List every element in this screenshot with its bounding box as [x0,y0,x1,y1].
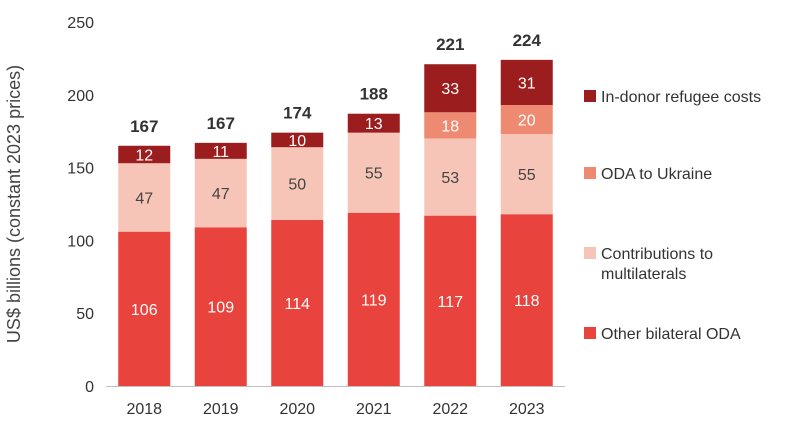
bars: 106 47 12 167 109 47 11 167 114 50 10 174 119 55 13 188… [118,31,553,386]
bar-segment [500,214,553,386]
bar-total-label: 188 [360,85,388,104]
x-tick-label: 2020 [279,401,315,418]
bar-segment [347,132,400,213]
x-tick-label: 2023 [509,401,545,418]
bar-segment-label: 55 [365,166,383,183]
legend-label: In-donor refugee costs [601,89,761,106]
x-axis-ticks: 2018 2019 2020 2021 2022 2023 [126,401,544,418]
bar-segment [118,145,171,164]
bar-segment-label: 31 [518,75,536,92]
bar-segment-label: 119 [361,292,387,309]
x-tick-label: 2018 [126,401,162,418]
x-tick-label: 2021 [356,401,392,418]
bar-segment [271,220,324,386]
bar-segment-label: 53 [441,170,459,187]
bar-stack-2019: 109 47 11 167 [194,114,247,386]
legend-swatch [584,247,596,259]
y-tick-label: 100 [67,233,94,250]
bar-segment [194,142,247,159]
bar-stack-2023: 118 55 20 31 224 [500,31,553,386]
y-axis-ticks: 0 50 100 150 200 250 [67,15,94,396]
bar-segment-label: 118 [514,293,540,310]
bar-stack-2020: 114 50 10 174 [271,104,324,386]
y-tick-label: 50 [76,306,94,323]
bar-segment-label: 18 [441,118,459,135]
bar-segment [194,227,247,386]
bar-segment-label: 109 [207,300,234,317]
bar-segment [424,64,477,113]
bar-segment-label: 12 [135,147,153,164]
bar-segment [424,138,477,216]
bar-segment [271,147,324,221]
x-tick-label: 2019 [203,401,239,418]
bar-total-label: 167 [130,117,158,136]
bar-total-label: 174 [283,104,312,123]
bar-segment [500,134,553,215]
bar-segment-label: 47 [212,186,230,203]
bar-stack-2021: 119 55 13 188 [347,85,400,386]
bar-total-label: 167 [207,114,235,133]
legend-swatch [584,327,596,339]
y-axis-title-text: US$ billions (constant 2023 prices) [4,65,24,343]
legend-label: ODA to Ukraine [601,166,712,183]
bar-stack-2022: 117 53 18 33 221 [424,35,477,386]
bar-stack-2018: 106 47 12 167 [118,117,171,386]
legend-swatch [584,167,596,179]
bar-segment [347,113,400,133]
bar-segment [424,112,477,139]
bar-segment [271,132,324,148]
legend: In-donor refugee costs ODA to Ukraine Cont… [584,89,761,343]
bar-total-label: 221 [436,35,464,54]
bar-segment [194,158,247,228]
bar-segment-label: 11 [212,144,229,161]
bar-segment-label: 47 [135,190,153,207]
legend-item: ODA to Ukraine [584,166,712,183]
bar-segment-label: 50 [288,177,306,194]
legend-label: Other bilateral ODA [601,326,741,343]
y-tick-label: 150 [67,161,94,178]
bar-segment-label: 20 [518,113,536,130]
bar-segment-label: 117 [437,294,463,311]
y-axis-title: US$ billions (constant 2023 prices) [4,65,24,343]
bar-segment-label: 13 [365,116,383,133]
bar-segment-label: 55 [518,167,536,184]
y-tick-label: 250 [67,15,94,32]
legend-label: Contributions to multilaterals [601,246,713,283]
bar-segment [118,231,171,386]
legend-swatch [584,90,596,102]
bar-total-label: 224 [513,31,542,50]
bar-segment [118,163,171,232]
bar-segment-label: 10 [288,133,306,150]
bar-segment-label: 106 [131,302,158,319]
x-tick-label: 2022 [432,401,468,418]
bar-segment-label: 114 [284,296,310,313]
legend-item: Contributions to multilaterals [584,246,713,283]
y-tick-label: 0 [85,379,94,396]
bar-segment [424,215,477,386]
bar-segment [500,104,553,135]
bar-segment [500,59,553,105]
y-tick-label: 200 [67,88,94,105]
legend-item: In-donor refugee costs [584,89,761,106]
bar-segment [347,212,400,386]
legend-item: Other bilateral ODA [584,326,741,343]
bar-segment-label: 33 [441,81,459,98]
